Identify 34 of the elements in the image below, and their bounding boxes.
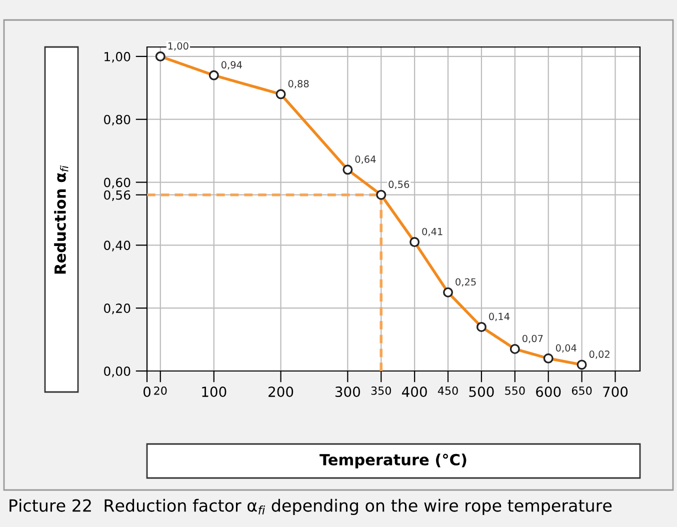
data-label: 0,88 [288,80,309,88]
y-axis-title: Reduction α$_{fi}$ [54,166,68,274]
data-label: 1,00 [168,42,188,51]
x-tick-label: 350 [371,386,391,395]
data-label: 0,56 [388,180,410,190]
x-tick-label: 550 [505,386,525,395]
x-tick-label: 20 [154,386,167,395]
y-tick-label: 0,80 [104,114,130,126]
x-tick-label: 300 [335,386,360,398]
y-tick-label: 0,60 [104,178,130,188]
y-tick-label: 0,56 [104,190,130,202]
y-tick-label: 0,40 [104,240,130,252]
x-tick-label: 450 [438,386,458,395]
x-tick-label: 650 [572,386,592,395]
x-tick-label: 200 [268,386,294,398]
data-label: 0,25 [456,278,476,287]
x-tick-label: 100 [202,386,226,398]
text: Picture 22 Reduction factor α$_{fi}$ depending on the wire rope temperature [10,498,612,516]
y-tick-label: 0,00 [104,366,130,378]
x-tick-label: 0 [143,386,150,398]
data-label: 0,94 [221,61,242,70]
x-tick-label: 400 [402,386,427,398]
x-tick-label: 500 [469,386,494,398]
y-tick-label: 1,00 [104,52,130,63]
data-label: 0,04 [556,344,576,353]
data-label: 0,64 [355,156,376,164]
y-tick-label: 0,20 [104,304,130,314]
x-axis-title: Temperature (°C) [320,454,466,468]
data-label: 0,07 [522,334,543,344]
x-tick-label: 700 [603,386,628,398]
data-label: 0,14 [489,312,510,322]
x-tick-label: 600 [536,386,561,398]
data-label: 0,41 [422,228,442,236]
data-label: 0,02 [589,350,610,359]
